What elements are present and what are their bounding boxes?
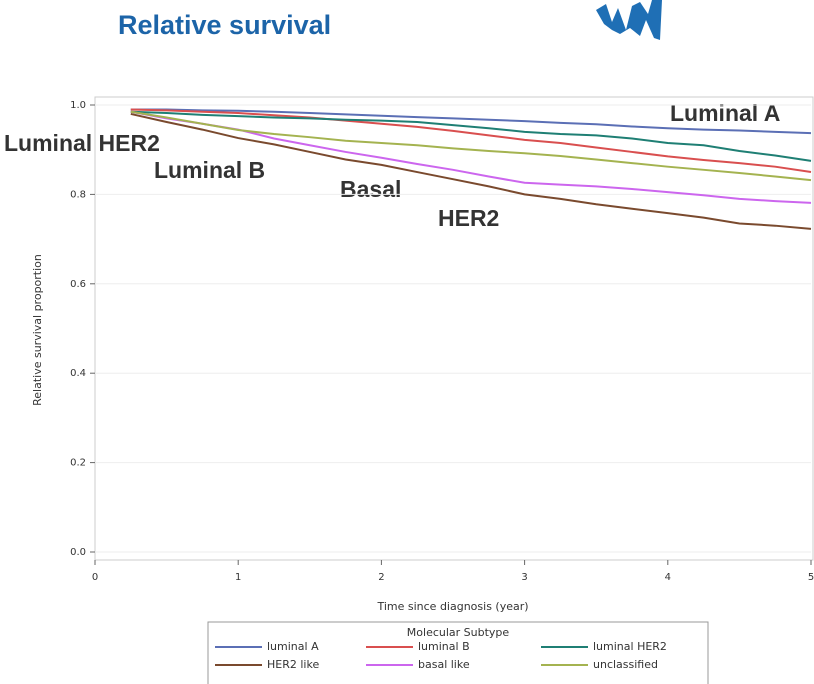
logo: [596, 0, 662, 40]
annotation: Luminal B: [154, 157, 265, 183]
x-tick-label: 4: [665, 572, 671, 583]
y-tick-label: 0.8: [70, 189, 86, 200]
series-line: [130, 108, 812, 135]
legend-label: unclassified: [593, 658, 658, 671]
y-tick-label: 0.0: [70, 547, 86, 558]
series-line: [130, 108, 812, 174]
series-line: [130, 110, 812, 162]
y-axis-label: Relative survival proportion: [31, 254, 44, 406]
y-tick-label: 1.0: [70, 100, 86, 111]
y-tick-label: 0.2: [70, 458, 86, 469]
annotation: Basal: [340, 176, 401, 202]
annotation: HER2: [438, 205, 499, 231]
y-tick-label: 0.4: [70, 368, 86, 379]
x-tick-label: 3: [521, 572, 527, 583]
x-axis-label: Time since diagnosis (year): [376, 600, 528, 613]
chart-title: Relative survival: [118, 10, 331, 40]
legend-label: luminal A: [267, 640, 319, 653]
annotation: Luminal A: [670, 100, 780, 126]
x-tick-label: 0: [92, 572, 98, 583]
legend-title: Molecular Subtype: [407, 626, 510, 639]
legend-label: HER2 like: [267, 658, 319, 671]
x-tick-label: 5: [808, 572, 814, 583]
legend-label: basal like: [418, 658, 470, 671]
series-line: [130, 112, 812, 230]
legend-box: [207, 621, 709, 684]
legend-label: luminal B: [418, 640, 470, 653]
plot-area: [94, 96, 814, 561]
x-tick-label: 1: [235, 572, 241, 583]
legend-label: luminal HER2: [593, 640, 667, 653]
x-tick-label: 2: [378, 572, 384, 583]
y-tick-label: 0.6: [70, 279, 86, 290]
series-line: [130, 110, 812, 182]
annotation: Luminal HER2: [4, 130, 160, 156]
